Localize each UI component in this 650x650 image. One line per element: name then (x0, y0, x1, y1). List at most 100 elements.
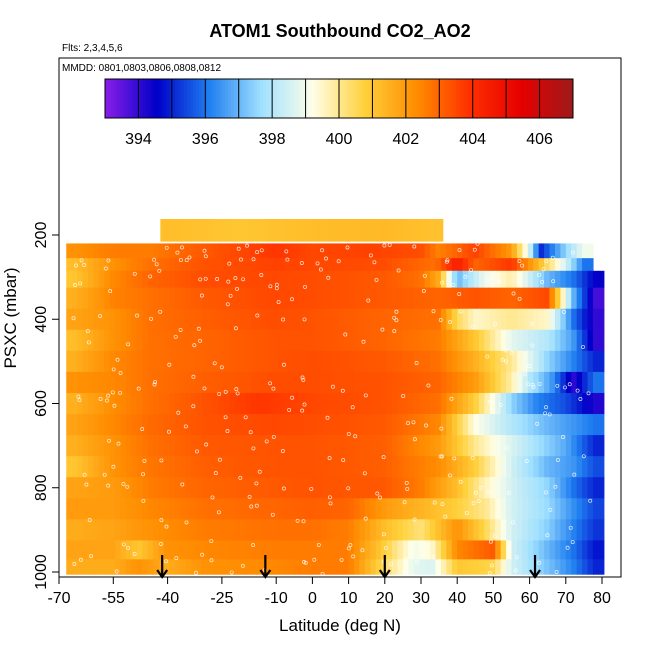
heatmap-cell (240, 392, 247, 415)
heatmap-cell (478, 308, 485, 331)
heatmap-cell (386, 540, 393, 560)
heatmap-cell (147, 456, 154, 478)
heatmap-cell (109, 243, 116, 259)
heatmap-cell (337, 498, 344, 520)
heatmap-cell (120, 498, 127, 520)
sample-point (111, 367, 116, 372)
heatmap-cell (332, 258, 339, 272)
heatmap-cell (317, 219, 324, 242)
sample-point (78, 281, 83, 286)
heatmap-cell (278, 287, 285, 310)
heatmap-cell (131, 498, 138, 520)
heatmap-cell (582, 477, 589, 499)
heatmap-cell (299, 287, 306, 310)
heatmap-cell (212, 477, 219, 499)
heatmap-cell (332, 498, 339, 520)
heatmap-cell (261, 371, 268, 394)
heatmap-cell (256, 435, 263, 457)
heatmap-cell (473, 540, 480, 560)
heatmap-cell (462, 308, 469, 331)
heatmap-cell (435, 329, 442, 352)
sample-point (217, 457, 222, 462)
colorbar-segment (207, 79, 211, 118)
heatmap-cell (136, 270, 143, 289)
colorbar-segment (154, 79, 159, 118)
heatmap-cell (506, 540, 513, 560)
sample-point (271, 434, 276, 439)
colorbar-segment (382, 79, 387, 118)
heatmap-cell (278, 270, 285, 289)
sample-point (486, 489, 491, 494)
heatmap-cell (109, 371, 116, 394)
heatmap-cell (343, 350, 350, 373)
heatmap-cell (250, 477, 257, 499)
colorbar-segment (561, 79, 565, 118)
colorbar-segment (394, 79, 398, 118)
heatmap-cell (354, 435, 361, 457)
sample-point (235, 286, 239, 291)
heatmap-cell (587, 308, 594, 331)
heatmap-cell (223, 371, 230, 394)
heatmap-cell (538, 414, 545, 436)
heatmap-cell (446, 498, 453, 520)
heatmap-cell (440, 392, 447, 415)
sample-point (530, 343, 535, 348)
heatmap-cell (115, 243, 122, 259)
heatmap-cell (223, 435, 230, 457)
heatmap-cell (180, 435, 187, 457)
heatmap-cell (93, 287, 100, 310)
sample-point (567, 382, 572, 387)
heatmap-cell (549, 477, 556, 499)
heatmap-cell (93, 371, 100, 394)
heatmap-cell (565, 350, 572, 373)
heatmap-cell (446, 559, 453, 575)
heatmap-cell (98, 287, 105, 310)
heatmap-cell (544, 477, 551, 499)
heatmap-cell (165, 219, 172, 242)
colorbar-segment (175, 79, 179, 118)
sample-point (86, 340, 91, 345)
heatmap-cell (549, 540, 556, 560)
heatmap-cell (554, 270, 561, 289)
heatmap-cell (500, 287, 507, 310)
heatmap-cell (305, 270, 312, 289)
heatmap-cell (250, 308, 257, 331)
heatmap-cell (375, 559, 382, 575)
heatmap-cell (343, 456, 350, 478)
heatmap-cell (544, 498, 551, 520)
colorbar-segment (181, 79, 185, 118)
heatmap-cell (565, 435, 572, 457)
heatmap-cell (468, 519, 475, 541)
colorbar-tick-label: 394 (125, 131, 152, 148)
heatmap-cell (386, 371, 393, 394)
heatmap-cell (435, 540, 442, 560)
heatmap-cell (527, 371, 534, 394)
heatmap-cell (201, 270, 209, 289)
y-axis-label: PSXC (mbar) (1, 267, 20, 368)
heatmap-cell (93, 477, 100, 499)
heatmap-cell (229, 519, 236, 541)
heatmap-cell (419, 540, 426, 560)
heatmap-cell (435, 456, 442, 478)
heatmap-cell (435, 392, 442, 415)
colorbar-segment (327, 79, 331, 118)
heatmap-cell (457, 270, 464, 289)
heatmap-cell (419, 270, 426, 289)
sample-point (217, 391, 222, 396)
heatmap-cell (386, 258, 393, 272)
heatmap-cell (592, 477, 599, 499)
heatmap-cell (142, 435, 149, 457)
heatmap-cell (468, 392, 475, 415)
heatmap-cell (104, 270, 111, 289)
heatmap-cell (267, 477, 274, 499)
heatmap-cell (198, 219, 205, 242)
heatmap-cell (272, 540, 279, 560)
heatmap-cell (430, 371, 437, 394)
heatmap-cell (125, 456, 132, 478)
sample-point (141, 472, 146, 477)
sample-point (547, 412, 552, 417)
sample-point (403, 556, 408, 561)
heatmap-cell (343, 477, 350, 499)
heatmap-cell (582, 258, 589, 272)
heatmap-cell (310, 287, 317, 310)
